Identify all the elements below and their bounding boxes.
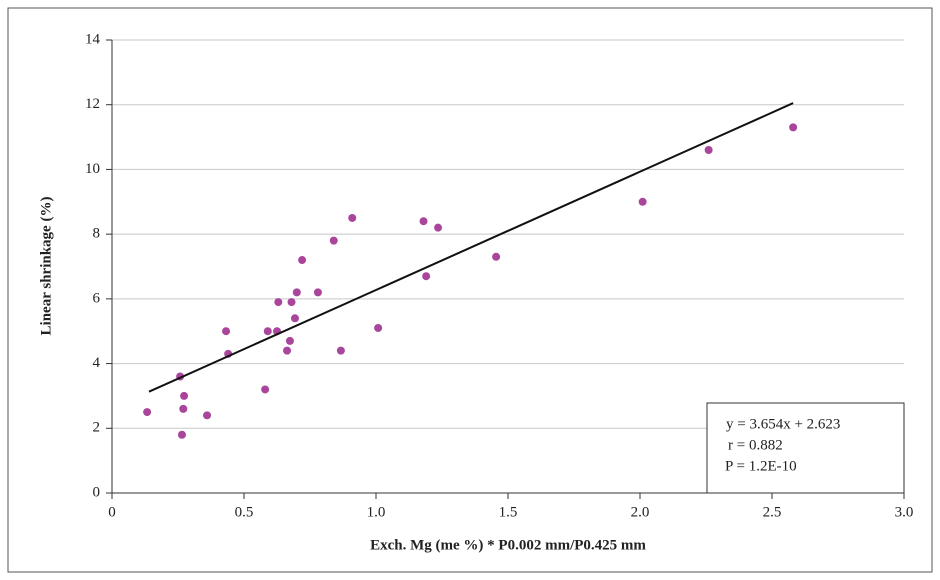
x-tick-label: 1.5 — [499, 504, 518, 520]
point — [419, 217, 428, 226]
point — [336, 346, 345, 355]
y-tick-label: 2 — [93, 420, 101, 436]
point — [287, 298, 296, 307]
x-tick-label: 2.5 — [763, 504, 782, 520]
point — [434, 223, 443, 232]
point — [274, 298, 283, 307]
y-tick-label: 14 — [85, 31, 101, 47]
point — [261, 385, 270, 394]
point — [290, 314, 299, 323]
point — [203, 411, 212, 420]
point — [492, 252, 501, 261]
x-tick-label: 3.0 — [895, 504, 914, 520]
trend-line — [148, 102, 794, 393]
x-axis-label: Exch. Mg (me %) * P0.002 mm/P0.425 mm — [370, 537, 646, 553]
point — [638, 197, 647, 206]
y-tick-label: 10 — [85, 161, 100, 177]
point — [704, 146, 713, 155]
annotation: r = 0.882 — [728, 437, 783, 453]
point — [177, 430, 186, 439]
point — [180, 391, 189, 400]
point — [263, 327, 272, 336]
y-tick-label: 12 — [85, 96, 100, 112]
point — [313, 288, 322, 297]
point — [374, 323, 383, 332]
annotation: P = 1.2E-10 — [725, 458, 797, 474]
point — [789, 123, 798, 132]
point — [422, 272, 431, 281]
point — [179, 404, 188, 413]
point — [298, 256, 307, 265]
point — [143, 408, 152, 417]
chart-frame — [7, 7, 933, 573]
point — [292, 288, 301, 297]
point — [329, 236, 338, 245]
annotation: y = 3.654x + 2.623 — [726, 416, 840, 432]
point — [348, 213, 357, 222]
point — [283, 346, 292, 355]
y-tick-label: 0 — [93, 484, 101, 500]
x-tick-label: 1.0 — [367, 504, 386, 520]
point — [285, 336, 294, 345]
annotation-box — [706, 402, 905, 494]
x-tick-label: 0.5 — [235, 504, 254, 520]
x-tick-label: 0 — [108, 504, 116, 520]
y-tick-label: 8 — [93, 226, 101, 242]
point — [222, 327, 231, 336]
y-axis-label: Linear shrinkage (%) — [38, 197, 54, 336]
y-tick-label: 6 — [93, 290, 101, 306]
y-tick-label: 4 — [93, 355, 101, 371]
x-tick-label: 2.0 — [631, 504, 650, 520]
